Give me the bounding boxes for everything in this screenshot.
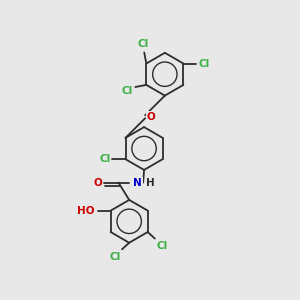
Text: Cl: Cl xyxy=(138,39,149,49)
Text: O: O xyxy=(93,178,102,188)
Text: Cl: Cl xyxy=(199,58,210,68)
Text: Cl: Cl xyxy=(156,241,167,251)
Text: H: H xyxy=(146,178,155,188)
Text: HO: HO xyxy=(77,206,94,216)
Text: Cl: Cl xyxy=(122,86,133,96)
Text: Cl: Cl xyxy=(99,154,110,164)
Text: Cl: Cl xyxy=(110,252,121,262)
Text: O: O xyxy=(146,112,155,122)
Text: N: N xyxy=(134,178,142,188)
